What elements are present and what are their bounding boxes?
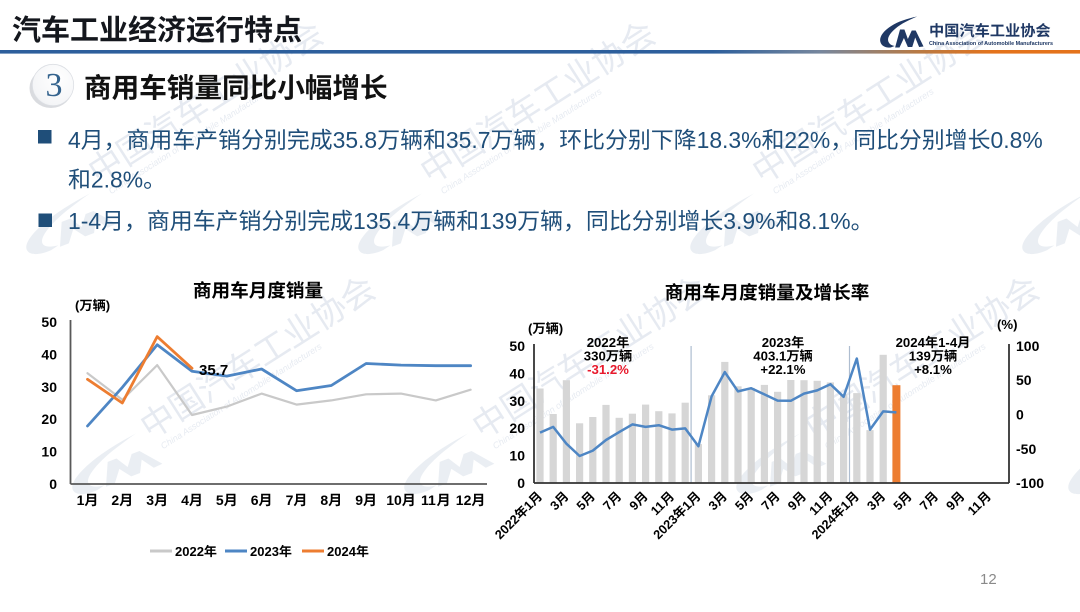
svg-text:2: 2 — [111, 492, 119, 508]
svg-text:8.1%: 8.1% — [798, 208, 850, 234]
svg-text:403.1: 403.1 — [753, 349, 786, 364]
svg-text:2023: 2023 — [651, 512, 681, 542]
svg-text:0: 0 — [517, 475, 525, 491]
svg-text:China Association of Automobil: China Association of Automobile Manufact… — [823, 341, 988, 451]
svg-text:3: 3 — [146, 492, 154, 508]
svg-text:139: 139 — [479, 208, 517, 234]
svg-text:2024: 2024 — [896, 335, 926, 350]
svg-text:330: 330 — [584, 349, 606, 364]
svg-text:10: 10 — [41, 444, 57, 460]
svg-text:50: 50 — [1016, 372, 1032, 388]
svg-text:-50: -50 — [1016, 441, 1036, 457]
svg-text:2023: 2023 — [250, 544, 279, 559]
svg-text:12: 12 — [456, 492, 472, 508]
svg-text:1-4: 1-4 — [68, 208, 101, 234]
svg-text:40: 40 — [509, 365, 525, 381]
svg-text:3: 3 — [46, 67, 63, 104]
svg-text:35.7: 35.7 — [446, 127, 491, 153]
svg-text:11: 11 — [807, 499, 826, 518]
svg-text:+8.1%: +8.1% — [914, 362, 952, 377]
svg-text:20: 20 — [509, 420, 525, 436]
svg-text:22%: 22% — [784, 127, 830, 153]
svg-text:2022: 2022 — [587, 335, 616, 350]
svg-text:35.7: 35.7 — [199, 362, 228, 379]
svg-text:7: 7 — [286, 492, 294, 508]
svg-text:11: 11 — [965, 499, 984, 518]
svg-text:China Association of Automobil: China Association of Automobile Manufact… — [159, 341, 324, 451]
svg-text:20: 20 — [41, 411, 57, 427]
svg-text:4: 4 — [181, 492, 189, 508]
svg-text:China Association of Automobil: China Association of Automobile Manufact… — [929, 41, 1053, 47]
svg-text:6: 6 — [251, 492, 259, 508]
svg-text:): ) — [106, 298, 110, 313]
svg-text:): ) — [559, 321, 563, 336]
svg-text:-31.2%: -31.2% — [587, 362, 629, 377]
svg-text:2023: 2023 — [762, 335, 791, 350]
svg-text:2022: 2022 — [492, 512, 522, 542]
svg-text:10: 10 — [509, 448, 525, 464]
svg-text:18.3%: 18.3% — [697, 127, 762, 153]
svg-text:5: 5 — [216, 492, 224, 508]
svg-text:139: 139 — [909, 349, 931, 364]
svg-text:30: 30 — [41, 379, 57, 395]
svg-text:1: 1 — [77, 492, 85, 508]
svg-text:0: 0 — [49, 476, 57, 492]
svg-text:2024: 2024 — [327, 544, 357, 559]
svg-text:(%): (%) — [997, 317, 1018, 332]
svg-text:10: 10 — [386, 492, 402, 508]
svg-text:8: 8 — [320, 492, 328, 508]
svg-text:12: 12 — [980, 571, 997, 588]
svg-text:11: 11 — [648, 499, 667, 518]
svg-text:0: 0 — [1016, 407, 1024, 423]
svg-text:50: 50 — [41, 314, 57, 330]
svg-text:1-4: 1-4 — [938, 335, 958, 350]
svg-text:2024: 2024 — [809, 512, 839, 542]
svg-text:9: 9 — [355, 492, 363, 508]
svg-text:135.4: 135.4 — [353, 208, 411, 234]
svg-text:+22.1%: +22.1% — [760, 362, 805, 377]
svg-text:11: 11 — [421, 492, 436, 508]
svg-text:2022: 2022 — [175, 544, 204, 559]
svg-text:(: ( — [528, 321, 533, 336]
svg-text:40: 40 — [41, 346, 57, 362]
svg-text:4: 4 — [68, 127, 81, 153]
svg-text:(: ( — [75, 298, 80, 313]
svg-text:30: 30 — [509, 393, 525, 409]
svg-text:0.8%: 0.8% — [991, 127, 1043, 153]
svg-text:50: 50 — [509, 338, 525, 354]
svg-text:2.8%: 2.8% — [91, 167, 143, 193]
svg-text:-100: -100 — [1016, 475, 1044, 491]
svg-text:35.8: 35.8 — [333, 127, 378, 153]
svg-text:3.9%: 3.9% — [723, 208, 775, 234]
svg-text:100: 100 — [1016, 338, 1040, 354]
